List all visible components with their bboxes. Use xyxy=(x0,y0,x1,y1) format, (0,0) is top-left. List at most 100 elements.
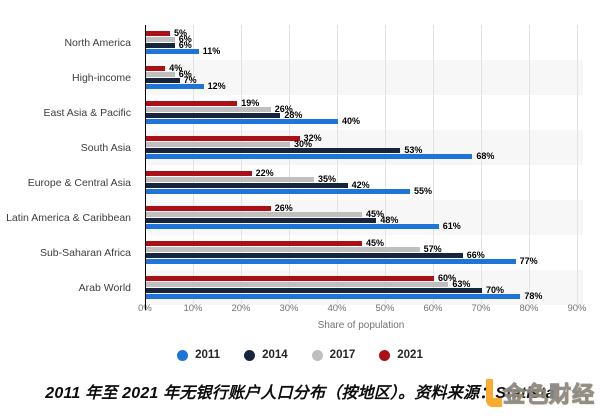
bar-value-label: 40% xyxy=(342,116,361,126)
bar-row: 40% xyxy=(146,116,578,126)
bar-2021 xyxy=(146,136,300,141)
bar-row: 48% xyxy=(146,216,578,225)
bar-2011 xyxy=(146,154,473,159)
legend-label: 2017 xyxy=(329,349,356,361)
category-label: Latin America & Caribbean xyxy=(6,211,131,224)
bar-2011 xyxy=(146,294,521,299)
bar-row: 32% xyxy=(146,133,578,143)
bar-row: 26% xyxy=(146,105,578,114)
bar-2017 xyxy=(146,177,314,182)
bar-row: 22% xyxy=(146,169,578,178)
category-label: South Asia xyxy=(80,141,131,154)
x-tick-label: 60% xyxy=(423,303,443,314)
bar-row: 78% xyxy=(146,291,578,301)
bar-2021 xyxy=(146,276,434,281)
bar-value-label: 6% xyxy=(178,69,192,79)
bar-row: 68% xyxy=(146,152,578,161)
bar-group: 32% 30% 53% 68% xyxy=(146,130,578,161)
legend-label: 2014 xyxy=(262,349,288,361)
bar-row: 6% xyxy=(146,34,578,44)
bar-row: 70% xyxy=(146,285,578,295)
bar-value-label: 32% xyxy=(303,133,322,143)
gridline xyxy=(337,25,338,305)
x-tick-label: 30% xyxy=(279,303,299,314)
bar-2017 xyxy=(146,37,175,42)
category-axis-labels: North America High-income East Asia & Paci… xyxy=(0,25,138,305)
x-tick-label: 90% xyxy=(567,303,587,314)
bar-value-label: 4% xyxy=(169,63,183,73)
bar-2017 xyxy=(146,142,290,147)
bar-value-label: 7% xyxy=(183,75,197,85)
legend-dot-icon xyxy=(177,349,189,361)
watermark-text: 金色财经 xyxy=(502,382,596,408)
bar-value-label: 63% xyxy=(452,279,471,289)
bar-2021 xyxy=(146,241,362,246)
bar-value-label: 61% xyxy=(442,221,461,231)
bar-value-label: 55% xyxy=(414,186,433,196)
category-label: Europe & Central Asia xyxy=(27,176,131,189)
x-tick-label: 20% xyxy=(231,303,251,314)
bar-row: 77% xyxy=(146,256,578,266)
category-label: Sub-Saharan Africa xyxy=(39,246,131,259)
bar-2014 xyxy=(146,253,463,258)
bar-row: 4% xyxy=(146,63,578,73)
bar-row: 45% xyxy=(146,239,578,248)
plot-area: 5% 6% 6% 11% 4% 6% 7% 12% 19% 26% 28% 40% 32% 30% 53% 6… xyxy=(145,25,583,310)
bar-row: 53% xyxy=(146,146,578,155)
bar-2014 xyxy=(146,148,401,153)
bar-2011 xyxy=(146,259,516,264)
bar-row: 6% xyxy=(146,69,578,79)
bar-row: 60% xyxy=(146,274,578,283)
x-tick-label: 10% xyxy=(183,303,203,314)
legend-label: 2021 xyxy=(397,349,423,361)
bar-value-label: 26% xyxy=(274,203,293,213)
bar-row: 55% xyxy=(146,186,578,196)
bar-value-label: 57% xyxy=(423,244,442,254)
bar-2021 xyxy=(146,31,170,36)
bar-2011 xyxy=(146,84,204,89)
legend-dot-icon xyxy=(379,349,391,361)
bar-2021 xyxy=(146,171,252,176)
bar-row: 26% xyxy=(146,203,578,213)
bar-value-label: 78% xyxy=(524,291,543,301)
bar-row: 42% xyxy=(146,180,578,190)
bar-value-label: 30% xyxy=(294,139,313,149)
bar-row: 63% xyxy=(146,279,578,289)
row-band xyxy=(145,200,583,235)
bar-value-label: 35% xyxy=(318,174,337,184)
row-band xyxy=(145,130,583,165)
bar-2021 xyxy=(146,66,166,71)
bar-group: 26% 45% 48% 61% xyxy=(146,200,578,231)
jinse-finance-watermark: 金色财经 xyxy=(486,372,595,414)
y-axis-line xyxy=(145,25,146,310)
bar-row: 45% xyxy=(146,210,578,219)
bar-value-label: 77% xyxy=(519,256,538,266)
bar-2017 xyxy=(146,247,420,252)
bar-2011 xyxy=(146,224,439,229)
bar-value-label: 70% xyxy=(486,285,505,295)
gridline xyxy=(193,25,194,305)
bar-row: 35% xyxy=(146,174,578,184)
bar-value-label: 12% xyxy=(207,81,226,91)
gridline xyxy=(385,25,386,305)
gridline xyxy=(241,25,242,305)
row-band xyxy=(145,60,583,95)
bar-row: 61% xyxy=(146,221,578,231)
bar-value-label: 19% xyxy=(241,98,260,108)
bar-2021 xyxy=(146,206,271,211)
bar-2017 xyxy=(146,282,449,287)
bar-2017 xyxy=(146,212,362,217)
bar-2014 xyxy=(146,78,180,83)
bar-2014 xyxy=(146,288,482,293)
x-tick-label: 50% xyxy=(375,303,395,314)
x-tick-label: 70% xyxy=(471,303,491,314)
category-label: North America xyxy=(64,36,131,49)
bar-value-label: 42% xyxy=(351,180,370,190)
gridline xyxy=(289,25,290,305)
legend-item-2021: 2021 xyxy=(379,349,423,361)
bar-row: 57% xyxy=(146,244,578,254)
bar-value-label: 6% xyxy=(178,34,192,44)
bar-value-label: 28% xyxy=(284,110,303,120)
bar-row: 5% xyxy=(146,29,578,38)
